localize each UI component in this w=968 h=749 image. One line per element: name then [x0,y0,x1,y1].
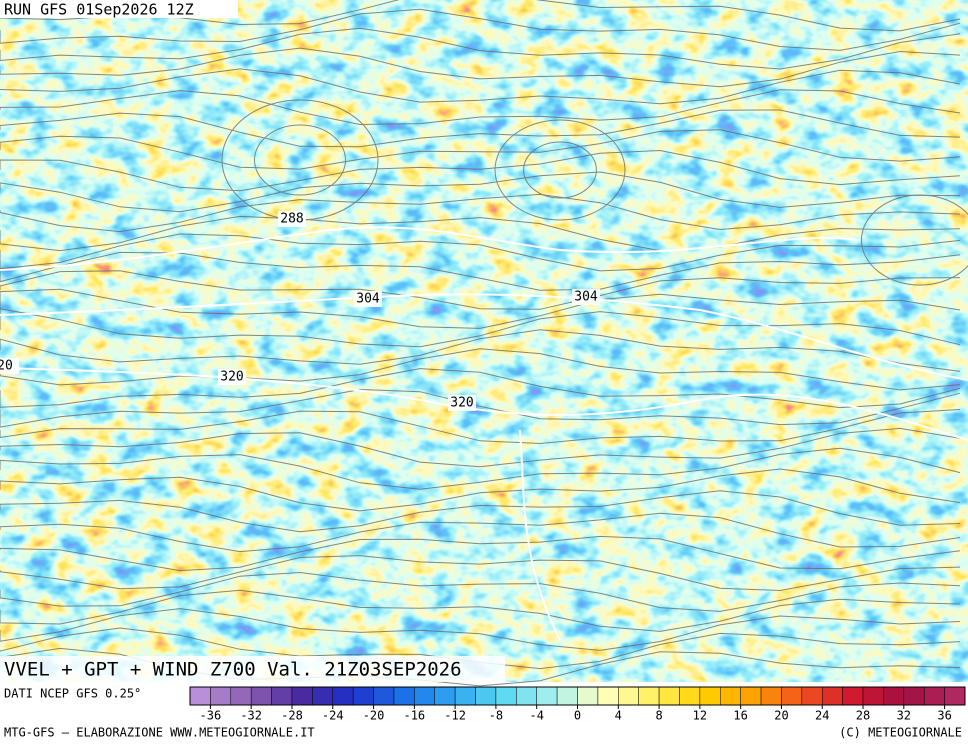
colorbar-tick-label: -36 [200,709,222,723]
colorbar-cell [863,687,883,705]
contour-label: 304 [574,290,598,305]
colorbar-tick-label: -28 [281,709,303,723]
footer-left: MTG-GFS — ELABORAZIONE WWW.METEOGIORNALE… [4,726,315,740]
colorbar-tick-label: 8 [655,709,662,723]
colorbar-cell [435,687,455,705]
colorbar-tick-label: 28 [856,709,870,723]
colorbar-cell [210,687,230,705]
colorbar-cell [231,687,251,705]
colorbar-cell [414,687,434,705]
colorbar-tick-label: -8 [489,709,503,723]
colorbar-tick-label: 36 [937,709,951,723]
colorbar-tick-label: -24 [322,709,344,723]
run-label: RUN GFS 01Sep2026 12Z [4,1,194,19]
colorbar-cell [700,687,720,705]
colorbar-cell [679,687,699,705]
colorbar-cell [476,687,496,705]
colorbar-tick-label: -20 [363,709,385,723]
colorbar-tick-label: -32 [240,709,262,723]
colorbar-tick-label: 12 [693,709,707,723]
colorbar-cell [639,687,659,705]
colorbar-cell [802,687,822,705]
contour-label: 288 [280,212,303,227]
colorbar-tick-label: -16 [403,709,425,723]
colorbar-cell [251,687,271,705]
colorbar-cell [516,687,536,705]
colorbar-cell [945,687,965,705]
colorbar-cell [741,687,761,705]
colorbar-cell [904,687,924,705]
colorbar-cell [659,687,679,705]
colorbar-cell [272,687,292,705]
colorbar-cell [720,687,740,705]
colorbar-cell [598,687,618,705]
colorbar-cell [190,687,210,705]
colorbar-cell [924,687,944,705]
colorbar-cell [312,687,332,705]
colorbar-cell [761,687,781,705]
colorbar-cell [578,687,598,705]
colorbar-cell [455,687,475,705]
colorbar-cell [843,687,863,705]
colorbar-cell [292,687,312,705]
colorbar-tick-label: 20 [774,709,788,723]
colorbar-cell [781,687,801,705]
colorbar-cell [822,687,842,705]
contour-label: 320 [220,370,243,385]
colorbar-cell [496,687,516,705]
colorbar-cell [374,687,394,705]
colorbar-tick-label: -4 [529,709,543,723]
colorbar-cell [394,687,414,705]
colorbar-tick-label: 24 [815,709,829,723]
contour-label: 304 [356,292,380,307]
colorbar-cell [353,687,373,705]
colorbar-cell [557,687,577,705]
footer-right: (C) METEOGIORNALE [839,726,962,740]
colorbar-tick-label: 4 [615,709,622,723]
colorbar-tick-label: 16 [733,709,747,723]
map-title: VVEL + GPT + WIND Z700 Val. 21Z03SEP2026 [4,659,462,681]
colorbar-tick-label: 32 [897,709,911,723]
colorbar-cell [333,687,353,705]
colorbar-cell [618,687,638,705]
source-label: DATI NCEP GFS 0.25° [4,687,141,701]
colorbar-tick-label: 0 [574,709,581,723]
vvel-field [0,0,968,682]
colorbar-cell [537,687,557,705]
colorbar: -36 -32 -28 -24 -20 -16 -12 -8 -4 0 4 8 12 16 20 24 28 32… [190,687,965,723]
colorbar-cell [883,687,903,705]
colorbar-tick-label: -12 [444,709,466,723]
contour-label: 20 [0,359,13,374]
contour-label: 320 [450,396,473,411]
